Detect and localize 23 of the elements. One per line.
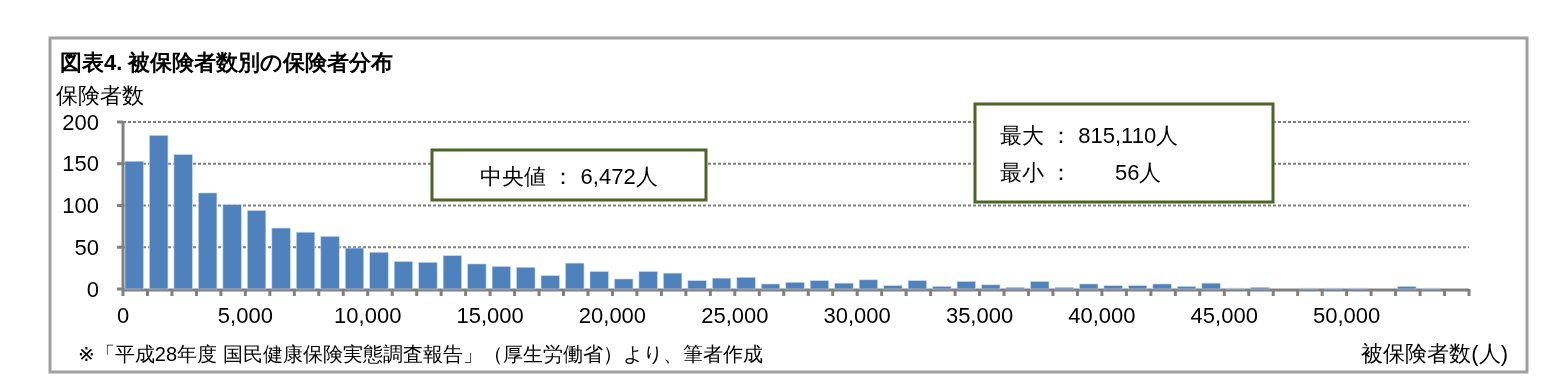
x-tick-label: 5,000 [217, 303, 273, 328]
x-tick-label: 20,000 [578, 303, 647, 328]
y-tick-label: 100 [62, 193, 99, 219]
text: ※「平成28年度 国民健康保険実態調査報告」（厚生労働省）より、筆者作成 [78, 343, 763, 365]
x-tick-label: 45,000 [1190, 303, 1258, 328]
y-tick-label: 200 [62, 109, 99, 135]
x-tick-label: 30,000 [823, 303, 891, 328]
chart-title: 図表4. 被保険者数別の保険者分布 [60, 50, 394, 75]
y-tick-label: 0 [86, 276, 99, 302]
x-tick-label: 10,000 [334, 303, 402, 328]
y-tick-label: 150 [62, 151, 99, 177]
annotation: 中央値 ： 6,472人 [480, 163, 658, 189]
x-tick-label: 25,000 [701, 303, 769, 328]
y-tick-label: 50 [74, 234, 99, 260]
x-tick-label: 0 [116, 303, 130, 328]
annotation: 最小 ： 56人 [1000, 159, 1162, 185]
y-axis-title: 保険者数 [56, 83, 144, 108]
x-tick-label: 35,000 [945, 303, 1014, 328]
annotation: 最大 ： 815,110人 [1000, 122, 1179, 148]
x-tick-label: 40,000 [1068, 303, 1136, 328]
x-tick-label: 15,000 [456, 303, 524, 328]
x-axis-title: 被保険者数(人) [1361, 341, 1508, 366]
x-tick-label: 50,000 [1312, 303, 1381, 328]
